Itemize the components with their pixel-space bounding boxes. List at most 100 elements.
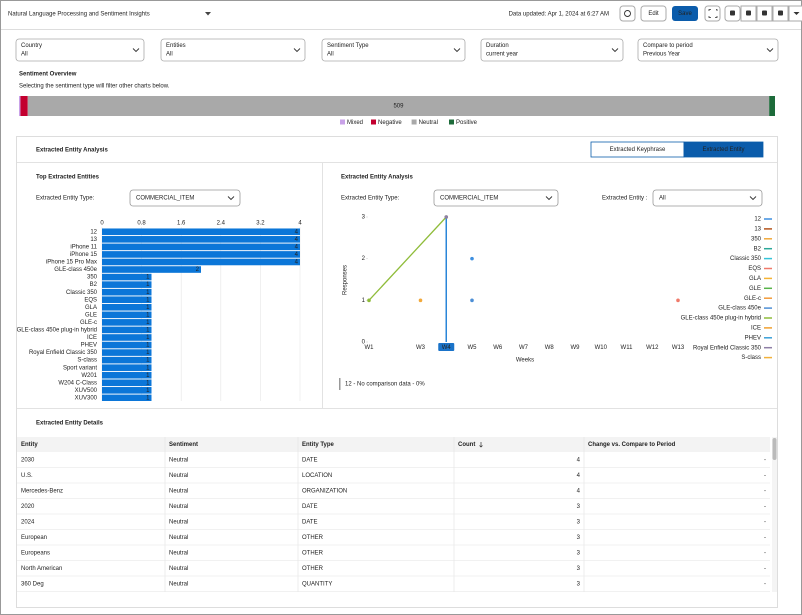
bar[interactable] [102, 379, 152, 386]
table-cell: Neutral [169, 550, 188, 556]
panel-title: Extracted Entity Analysis [36, 148, 108, 154]
toolbar-icon [746, 11, 751, 16]
bar[interactable] [102, 357, 152, 364]
bar[interactable] [102, 319, 152, 326]
filter-label: Sentiment Type [327, 43, 369, 49]
y-tick-label: GLE-class 450e plug-in hybrid [17, 328, 97, 334]
table-cell: Neutral [169, 457, 188, 463]
bar[interactable] [102, 244, 300, 251]
column-header[interactable]: Change vs. Compare to Period [588, 442, 676, 448]
bar[interactable] [102, 364, 152, 371]
table-cell: Neutral [169, 535, 188, 541]
sentiment-segment[interactable] [769, 96, 775, 116]
legend-label: 13 [754, 226, 761, 232]
sentiment-segment[interactable] [19, 96, 20, 116]
bar[interactable] [102, 296, 152, 303]
save-label: Save [678, 11, 692, 17]
table-cell[interactable]: 2030 [21, 457, 35, 463]
bar[interactable] [102, 372, 152, 379]
table-cell: Neutral [169, 566, 188, 572]
legend-label: GLE-class 450e plug-in hybrid [681, 316, 761, 322]
y-tick-label: Sport variant [63, 365, 97, 371]
table-cell[interactable]: U.S. [21, 473, 33, 479]
column-header[interactable]: Entity [21, 442, 38, 448]
bar[interactable] [102, 395, 152, 402]
y-tick-label: 350 [87, 275, 98, 281]
table-cell: DATE [302, 504, 318, 510]
table-cell: Neutral [169, 581, 188, 587]
sentiment-segment[interactable] [20, 96, 27, 116]
table-cell[interactable]: Mercedes-Benz [21, 488, 63, 494]
x-tick-label: 0.8 [137, 221, 146, 227]
data-point[interactable] [470, 299, 474, 303]
bar[interactable] [102, 387, 152, 394]
y-tick-label: S-class [77, 358, 97, 364]
fullscreen-button[interactable] [705, 6, 720, 21]
filter-label: Country [21, 43, 42, 49]
x-axis-label: Weeks [516, 358, 534, 364]
bar[interactable] [102, 281, 152, 288]
table-cell: QUANTITY [302, 581, 332, 587]
dropdown-value: COMMERCIAL_ITEM [440, 196, 498, 202]
table-cell[interactable]: Europeans [21, 550, 50, 556]
bar[interactable] [102, 334, 152, 341]
table-cell[interactable]: European [21, 535, 47, 541]
y-tick-label: GLE-c [80, 320, 97, 326]
column-header[interactable]: Sentiment [169, 442, 198, 448]
section-subtitle: Selecting the sentiment type will filter… [19, 84, 170, 90]
toolbar-icon [730, 11, 735, 16]
edit-label: Edit [648, 11, 659, 17]
y-tick-label: B2 [90, 282, 98, 288]
legend-label: Classic 350 [730, 256, 762, 262]
column-header[interactable]: Count [458, 442, 475, 448]
data-point[interactable] [470, 257, 474, 261]
table-cell: Neutral [169, 488, 188, 494]
column-header[interactable]: Entity Type [302, 442, 335, 448]
bar[interactable] [102, 349, 152, 356]
y-tick-label: iPhone 11 [70, 244, 97, 250]
table-cell: DATE [302, 519, 318, 525]
table-cell[interactable]: 360 Deg [21, 581, 44, 587]
bar[interactable] [102, 274, 152, 281]
data-point[interactable] [367, 299, 371, 303]
bar[interactable] [102, 312, 152, 319]
filter-label: Compare to period [643, 43, 693, 49]
bar[interactable] [102, 289, 152, 296]
table-cell: - [764, 473, 766, 479]
bar[interactable] [102, 251, 300, 258]
data-point[interactable] [676, 299, 680, 303]
legend-label: PHEV [745, 335, 761, 341]
chart-note: 12 - No comparison data - 0% [345, 382, 425, 388]
scrollbar-thumb[interactable] [773, 438, 777, 460]
bar[interactable] [102, 304, 152, 311]
filter-label: Duration [486, 43, 509, 49]
bar[interactable] [102, 327, 152, 334]
x-tick-label: 3.2 [256, 221, 265, 227]
refresh-button[interactable] [620, 6, 635, 21]
x-tick-label: W4 [442, 345, 452, 351]
table-cell[interactable]: North American [21, 566, 62, 572]
table-cell[interactable]: 2020 [21, 504, 35, 510]
chart-title: Top Extracted Entities [36, 175, 100, 181]
page-title: Natural Language Processing and Sentimen… [8, 12, 150, 18]
x-tick-label: W5 [468, 345, 478, 351]
x-tick-label: W13 [672, 345, 685, 351]
x-tick-label: W12 [646, 345, 659, 351]
bar[interactable] [102, 228, 300, 235]
bar[interactable] [102, 342, 152, 349]
table-cell[interactable]: 2024 [21, 519, 35, 525]
bar[interactable] [102, 259, 300, 266]
table-cell: Neutral [169, 519, 188, 525]
legend-label: EQS [748, 266, 761, 272]
legend-swatch [340, 120, 345, 125]
x-tick-label: W10 [595, 345, 608, 351]
data-point[interactable] [444, 215, 448, 219]
entity-dropdown[interactable] [653, 190, 762, 206]
toolbar-icon [778, 11, 783, 16]
bar[interactable] [102, 266, 201, 273]
x-tick-label: W3 [416, 345, 426, 351]
chart-title: Extracted Entity Analysis [341, 175, 413, 181]
legend-swatch [449, 120, 454, 125]
data-point[interactable] [419, 299, 423, 303]
bar[interactable] [102, 236, 300, 243]
